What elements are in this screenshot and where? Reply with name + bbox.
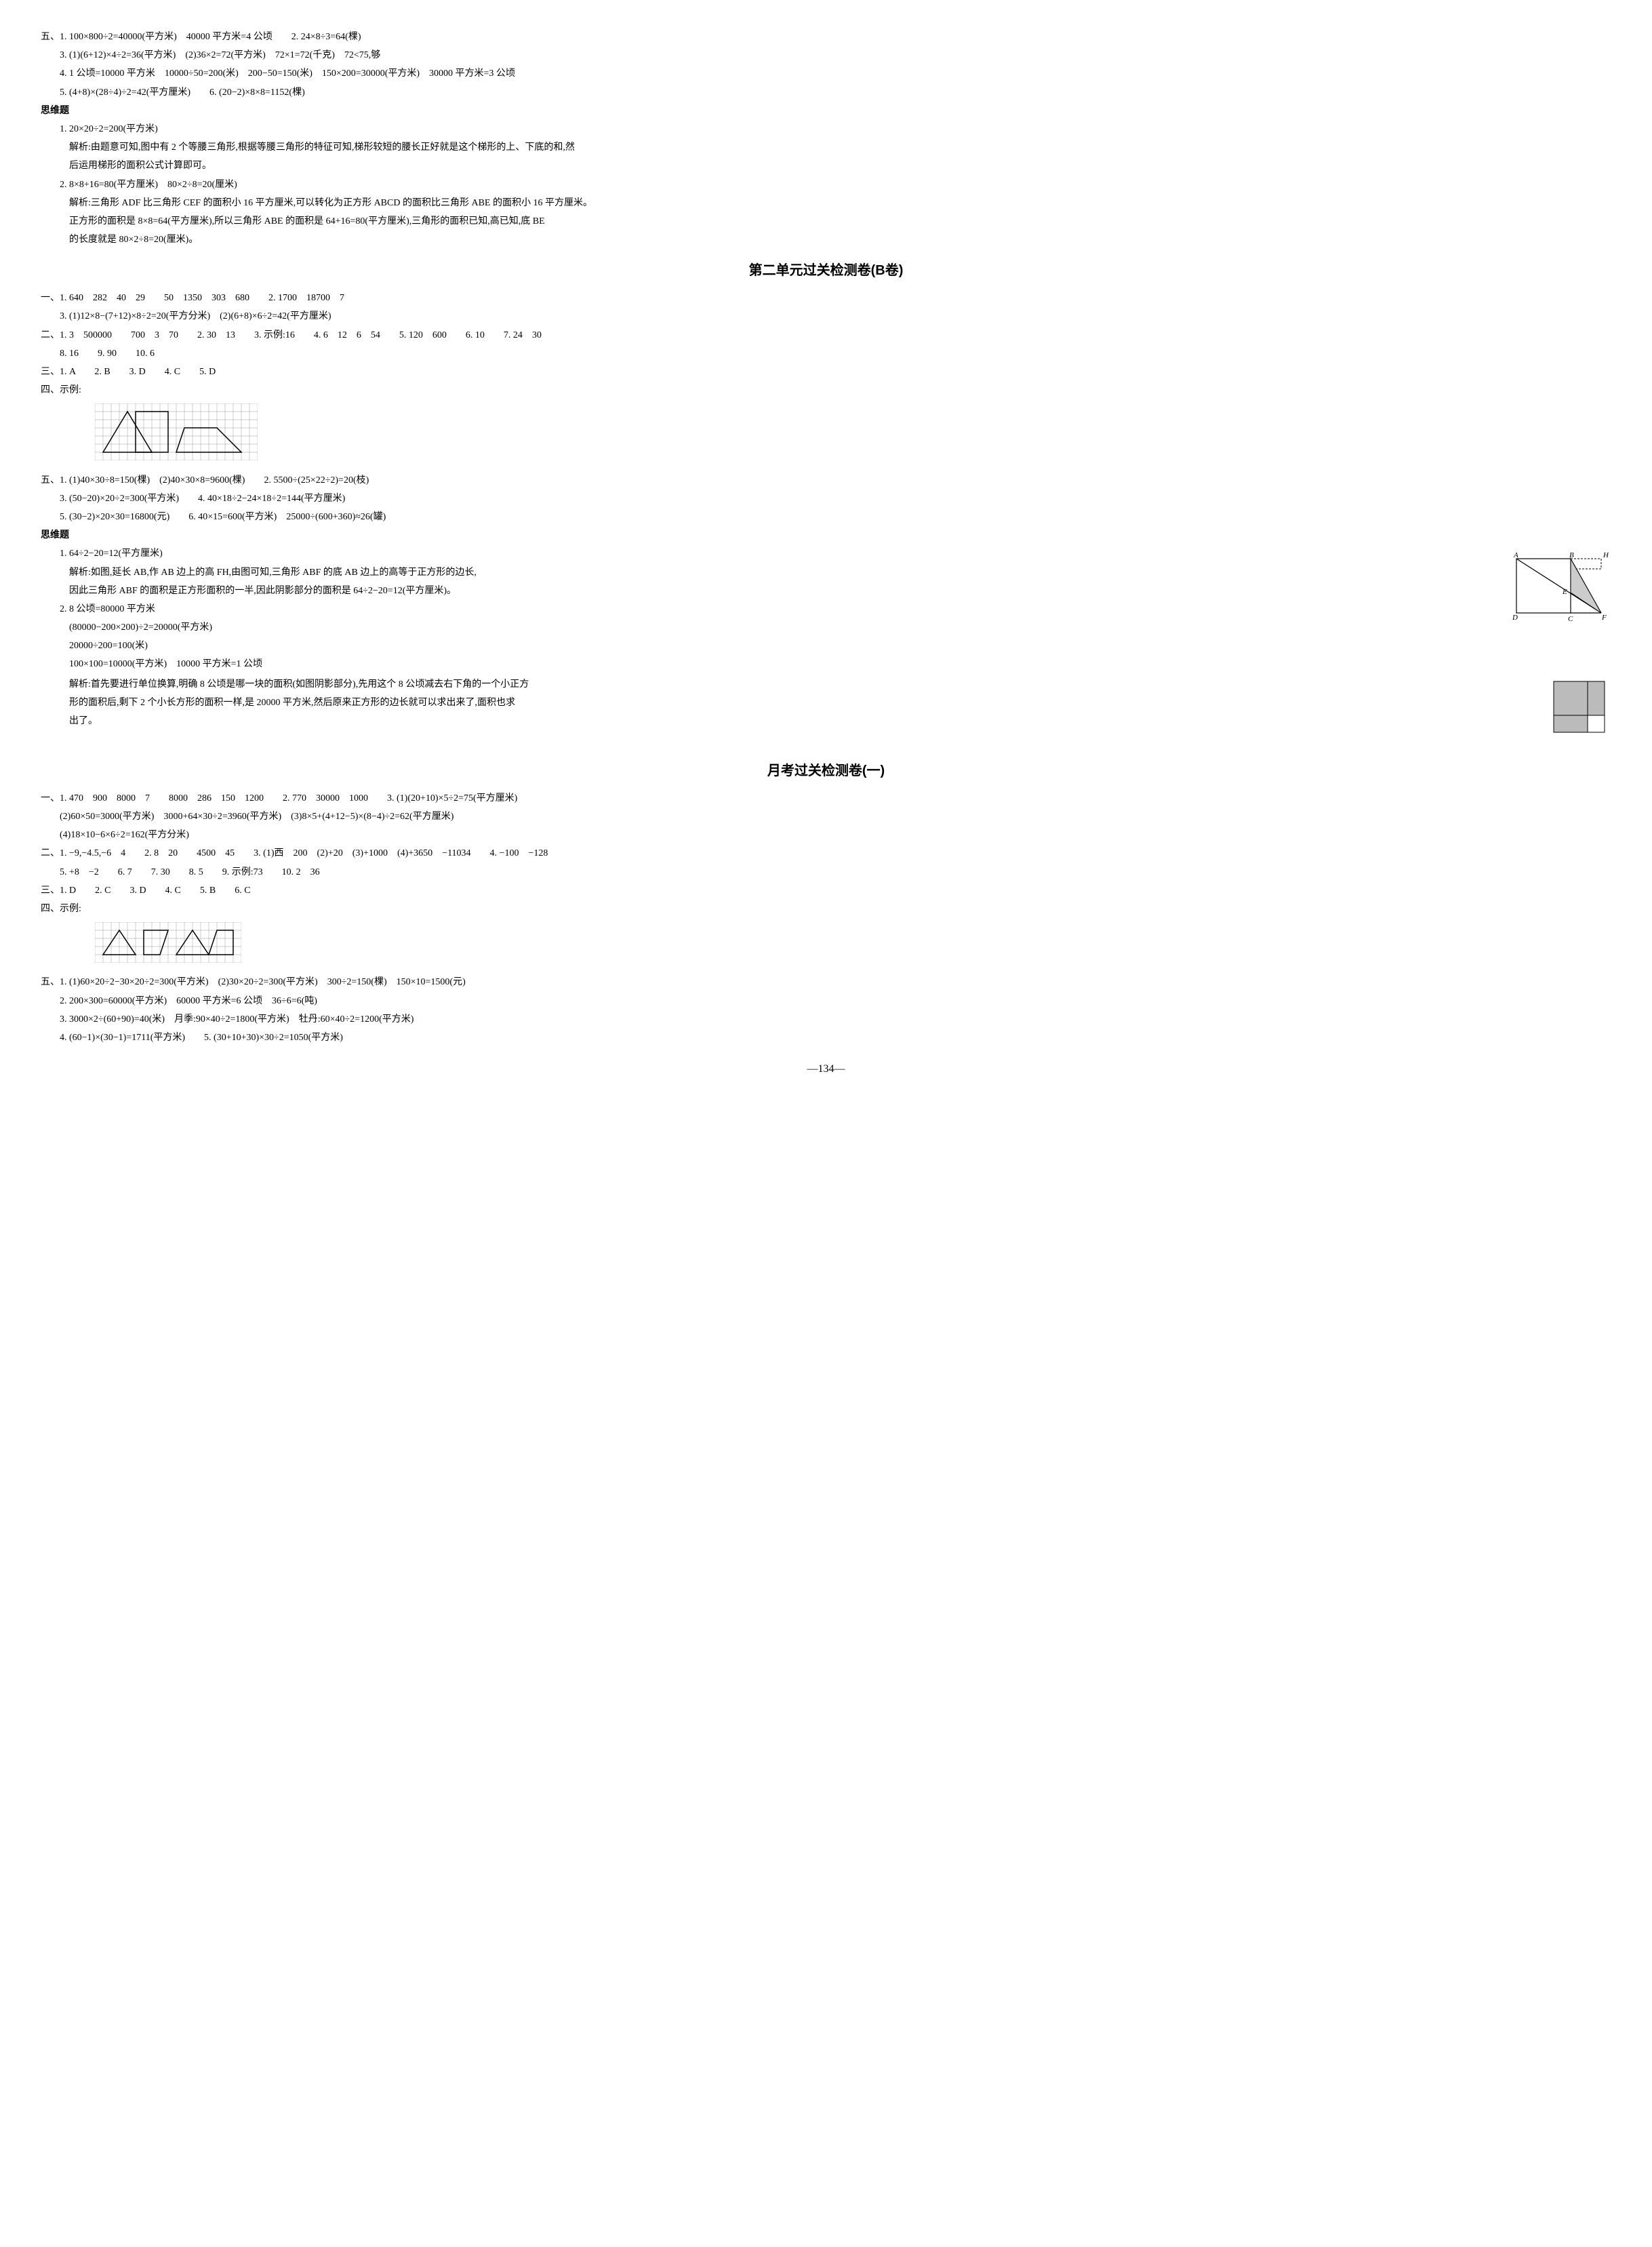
text-line: 3. (1)12×8−(7+12)×8÷2=20(平方分米) (2)(6+8)×… xyxy=(41,308,1611,325)
text-line: 五、1. (1)60×20÷2−30×20÷2=300(平方米) (2)30×2… xyxy=(41,974,1611,991)
svg-text:H: H xyxy=(1603,552,1609,559)
thinking-header: 思维题 xyxy=(41,527,1611,544)
svg-text:D: D xyxy=(1512,614,1518,622)
svg-text:E: E xyxy=(1562,588,1567,596)
text-line: 5. +8 −2 6. 7 7. 30 8. 5 9. 示例:73 10. 2 … xyxy=(41,864,1611,881)
thinking-header: 思维题 xyxy=(41,102,1611,119)
text-line: 3. (1)(6+12)×4÷2=36(平方米) (2)36×2=72(平方米)… xyxy=(41,47,1611,64)
text-line: 二、1. 3 500000 700 3 70 2. 30 13 3. 示例:16… xyxy=(41,327,1611,344)
text-line: 1. 64÷2−20=12(平方厘米) xyxy=(41,545,1611,562)
page-number: —134— xyxy=(41,1060,1611,1079)
svg-text:B: B xyxy=(1569,552,1574,559)
text-line: 2. 8×8+16=80(平方厘米) 80×2÷8=20(厘米) xyxy=(41,176,1611,193)
text-line: 解析:如图,延长 AB,作 AB 边上的高 FH,由图可知,三角形 ABF 的底… xyxy=(41,564,1611,581)
geometry-diagram-1: A B H D C E F xyxy=(1510,552,1611,633)
geometry-diagram-2 xyxy=(1550,678,1611,745)
text-line: 1. 20×20÷2=200(平方米) xyxy=(41,121,1611,138)
text-line: (80000−200×200)÷2=20000(平方米) xyxy=(41,619,1611,636)
text-line: 解析:三角形 ADF 比三角形 CEF 的面积小 16 平方厘米,可以转化为正方… xyxy=(41,195,1611,212)
text-line: 解析:由题意可知,图中有 2 个等腰三角形,根据等腰三角形的特征可知,梯形较短的… xyxy=(41,139,1611,156)
grid-diagram-2 xyxy=(95,922,241,969)
text-line: 2. 8 公顷=80000 平方米 xyxy=(41,601,1611,618)
text-line: 二、1. −9,−4.5,−6 4 2. 8 20 4500 45 3. (1)… xyxy=(41,845,1611,862)
section-five-1: 五、1. 100×800÷2=40000(平方米) 40000 平方米=4 公顷… xyxy=(41,28,1611,101)
text-line: 4. 1 公顷=10000 平方米 10000÷50=200(米) 200−50… xyxy=(41,65,1611,82)
text-line: 100×100=10000(平方米) 10000 平方米=1 公顷 xyxy=(41,656,1611,673)
text-line: 形的面积后,剩下 2 个小长方形的面积一样,是 20000 平方米,然后原来正方… xyxy=(41,694,1611,711)
svg-text:C: C xyxy=(1568,615,1573,623)
text-line: 因此三角形 ABF 的面积是正方形面积的一半,因此阴影部分的面积是 64÷2−2… xyxy=(41,582,1611,599)
section-3a: 一、1. 470 900 8000 7 8000 286 150 1200 2.… xyxy=(41,790,1611,917)
monthly-test-title: 月考过关检测卷(一) xyxy=(41,759,1611,783)
text-line: 20000÷200=100(米) xyxy=(41,637,1611,654)
text-line: 三、1. D 2. C 3. D 4. C 5. B 6. C xyxy=(41,882,1611,899)
svg-text:A: A xyxy=(1513,552,1518,559)
grid-diagram-1 xyxy=(95,403,258,466)
text-line: 后运用梯形的面积公式计算即可。 xyxy=(41,157,1611,174)
thinking-section-2: 思维题 A B H D C E F 1. 64÷2−20=12(平方厘米) 解析… xyxy=(41,527,1611,749)
text-line: 4. (60−1)×(30−1)=1711(平方米) 5. (30+10+30)… xyxy=(41,1029,1611,1046)
text-line: 五、1. 100×800÷2=40000(平方米) 40000 平方米=4 公顷… xyxy=(41,28,1611,45)
text-line: 2. 200×300=60000(平方米) 60000 平方米=6 公顷 36÷… xyxy=(41,993,1611,1010)
thinking-section-1: 思维题 1. 20×20÷2=200(平方米) 解析:由题意可知,图中有 2 个… xyxy=(41,102,1611,249)
text-line: 一、1. 470 900 8000 7 8000 286 150 1200 2.… xyxy=(41,790,1611,807)
text-line: 四、示例: xyxy=(41,382,1611,399)
text-line: 解析:首先要进行单位换算,明确 8 公顷是哪一块的面积(如图阴影部分),先用这个… xyxy=(41,676,1611,693)
text-line: 五、1. (1)40×30÷8=150(棵) (2)40×30×8=9600(棵… xyxy=(41,472,1611,489)
text-line: 8. 16 9. 90 10. 6 xyxy=(41,345,1611,362)
text-line: 三、1. A 2. B 3. D 4. C 5. D xyxy=(41,363,1611,380)
section-2a: 一、1. 640 282 40 29 50 1350 303 680 2. 17… xyxy=(41,290,1611,399)
text-line: (2)60×50=3000(平方米) 3000+64×30÷2=3960(平方米… xyxy=(41,808,1611,825)
text-line: 5. (30−2)×20×30=16800(元) 6. 40×15=600(平方… xyxy=(41,509,1611,525)
text-line: 一、1. 640 282 40 29 50 1350 303 680 2. 17… xyxy=(41,290,1611,306)
text-line: 的长度就是 80×2÷8=20(厘米)。 xyxy=(41,231,1611,248)
text-line: 四、示例: xyxy=(41,900,1611,917)
svg-text:F: F xyxy=(1601,614,1607,622)
text-line: 出了。 xyxy=(41,713,1611,730)
text-line: (4)18×10−6×6÷2=162(平方分米) xyxy=(41,827,1611,843)
text-line: 5. (4+8)×(28÷4)÷2=42(平方厘米) 6. (20−2)×8×8… xyxy=(41,84,1611,101)
text-line: 正方形的面积是 8×8=64(平方厘米),所以三角形 ABE 的面积是 64+1… xyxy=(41,213,1611,230)
text-line: 3. 3000×2÷(60+90)=40(米) 月季:90×40÷2=1800(… xyxy=(41,1011,1611,1028)
section-2b: 五、1. (1)40×30÷8=150(棵) (2)40×30×8=9600(棵… xyxy=(41,472,1611,526)
unit-title-b: 第二单元过关检测卷(B卷) xyxy=(41,258,1611,283)
section-3b: 五、1. (1)60×20÷2−30×20÷2=300(平方米) (2)30×2… xyxy=(41,974,1611,1046)
text-line: 3. (50−20)×20÷2=300(平方米) 4. 40×18÷2−24×1… xyxy=(41,490,1611,507)
